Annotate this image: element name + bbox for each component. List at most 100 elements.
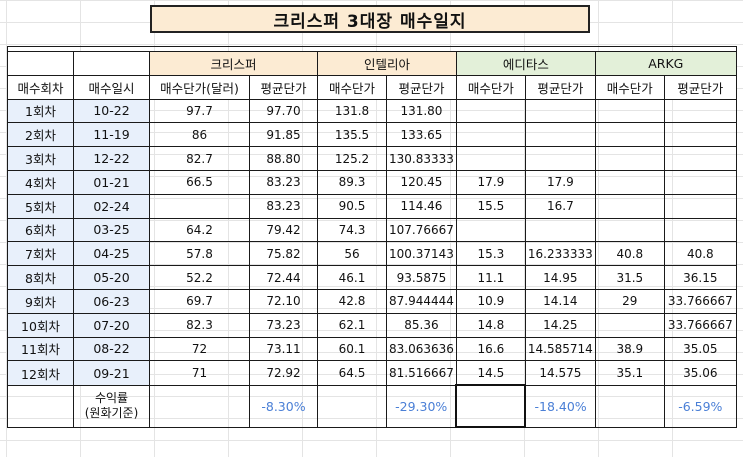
purchase-round-cell[interactable]: 4회차 <box>7 169 74 195</box>
price-cell[interactable]: 33.766667 <box>663 312 737 338</box>
price-cell[interactable]: 85.36 <box>386 312 457 338</box>
price-cell[interactable]: 100.37143 <box>386 241 457 267</box>
price-cell[interactable]: 125.2 <box>317 146 387 171</box>
price-cell[interactable]: 38.9 <box>594 336 665 362</box>
price-cell[interactable]: 14.8 <box>455 312 526 338</box>
price-cell[interactable]: 83.23 <box>249 193 318 219</box>
purchase-round-cell[interactable]: 1회차 <box>7 98 74 124</box>
purchase-date-cell[interactable]: 07-20 <box>73 312 150 338</box>
column-header[interactable]: 평균단가 <box>386 74 457 100</box>
price-cell[interactable]: 14.95 <box>524 265 596 290</box>
price-cell[interactable]: 71 <box>149 360 250 386</box>
price-cell[interactable] <box>455 98 526 124</box>
price-cell[interactable]: 93.5875 <box>386 265 457 290</box>
price-cell[interactable]: 35.1 <box>594 360 665 386</box>
price-cell[interactable] <box>663 217 737 243</box>
price-cell[interactable]: 74.3 <box>317 217 387 243</box>
price-cell[interactable]: 107.76667 <box>386 217 457 243</box>
price-cell[interactable]: 114.46 <box>386 193 457 219</box>
purchase-date-cell[interactable]: 01-21 <box>73 169 150 195</box>
price-cell[interactable] <box>594 146 665 171</box>
returns-cell-empty[interactable] <box>594 384 665 428</box>
price-cell[interactable]: 73.23 <box>249 312 318 338</box>
purchase-date-cell[interactable]: 06-23 <box>73 288 150 314</box>
price-cell[interactable]: 88.80 <box>249 146 318 171</box>
group-header-arkg[interactable]: ARKG <box>594 51 737 76</box>
price-cell[interactable] <box>594 122 665 148</box>
group-header-editas[interactable]: 에디타스 <box>455 51 596 76</box>
group-header-empty[interactable] <box>73 51 150 76</box>
price-cell[interactable] <box>524 122 596 148</box>
price-cell[interactable] <box>455 146 526 171</box>
price-cell[interactable] <box>663 122 737 148</box>
returns-cell-empty[interactable] <box>149 384 250 428</box>
price-cell[interactable]: 16.7 <box>524 193 596 219</box>
price-cell[interactable]: 14.14 <box>524 288 596 314</box>
price-cell[interactable]: 131.8 <box>317 98 387 124</box>
purchase-date-cell[interactable]: 04-25 <box>73 241 150 267</box>
price-cell[interactable]: 57.8 <box>149 241 250 267</box>
purchase-round-cell[interactable]: 11회차 <box>7 336 74 362</box>
price-cell[interactable]: 90.5 <box>317 193 387 219</box>
price-cell[interactable]: 40.8 <box>663 241 737 267</box>
purchase-date-cell[interactable]: 02-24 <box>73 193 150 219</box>
purchase-round-cell[interactable]: 6회차 <box>7 217 74 243</box>
price-cell[interactable]: 35.06 <box>663 360 737 386</box>
price-cell[interactable]: 31.5 <box>594 265 665 290</box>
price-cell[interactable]: 60.1 <box>317 336 387 362</box>
price-cell[interactable]: 72.92 <box>249 360 318 386</box>
return-intellia[interactable]: -29.30% <box>386 384 457 428</box>
column-header[interactable]: 평균단가 <box>663 74 737 100</box>
price-cell[interactable] <box>663 98 737 124</box>
price-cell[interactable]: 82.3 <box>149 312 250 338</box>
purchase-round-cell[interactable]: 3회차 <box>7 146 74 171</box>
purchase-date-cell[interactable]: 03-25 <box>73 217 150 243</box>
price-cell[interactable]: 91.85 <box>249 122 318 148</box>
purchase-round-cell[interactable]: 5회차 <box>7 193 74 219</box>
price-cell[interactable] <box>594 193 665 219</box>
price-cell[interactable]: 42.8 <box>317 288 387 314</box>
price-cell[interactable]: 135.5 <box>317 122 387 148</box>
price-cell[interactable] <box>594 312 665 338</box>
purchase-round-cell[interactable]: 9회차 <box>7 288 74 314</box>
price-cell[interactable]: 35.05 <box>663 336 737 362</box>
purchase-round-cell[interactable]: 8회차 <box>7 265 74 290</box>
price-cell[interactable]: 81.516667 <box>386 360 457 386</box>
group-header-intellia[interactable]: 인텔리아 <box>317 51 457 76</box>
price-cell[interactable]: 72.10 <box>249 288 318 314</box>
price-cell[interactable] <box>594 217 665 243</box>
purchase-date-cell[interactable]: 12-22 <box>73 146 150 171</box>
purchase-date-cell[interactable]: 09-21 <box>73 360 150 386</box>
price-cell[interactable]: 66.5 <box>149 169 250 195</box>
price-cell[interactable]: 69.7 <box>149 288 250 314</box>
returns-row-empty[interactable] <box>7 384 74 428</box>
price-cell[interactable]: 87.944444 <box>386 288 457 314</box>
price-cell[interactable]: 97.70 <box>249 98 318 124</box>
price-cell[interactable]: 130.83333 <box>386 146 457 171</box>
price-cell[interactable]: 36.15 <box>663 265 737 290</box>
price-cell[interactable]: 64.2 <box>149 217 250 243</box>
price-cell[interactable]: 97.7 <box>149 98 250 124</box>
price-cell[interactable]: 14.575 <box>524 360 596 386</box>
price-cell[interactable]: 14.5 <box>455 360 526 386</box>
price-cell[interactable] <box>663 193 737 219</box>
price-cell[interactable]: 82.7 <box>149 146 250 171</box>
price-cell[interactable]: 86 <box>149 122 250 148</box>
price-cell[interactable]: 73.11 <box>249 336 318 362</box>
price-cell[interactable]: 56 <box>317 241 387 267</box>
column-header[interactable]: 매수단가 <box>317 74 387 100</box>
price-cell[interactable] <box>455 122 526 148</box>
price-cell[interactable]: 10.9 <box>455 288 526 314</box>
column-header[interactable]: 매수회차 <box>7 74 74 100</box>
price-cell[interactable]: 14.585714 <box>524 336 596 362</box>
column-header[interactable]: 매수단가(달러) <box>149 74 250 100</box>
price-cell[interactable] <box>524 217 596 243</box>
group-header-empty[interactable] <box>7 51 74 76</box>
column-header[interactable]: 매수일시 <box>73 74 150 100</box>
price-cell[interactable] <box>594 98 665 124</box>
price-cell[interactable]: 29 <box>594 288 665 314</box>
column-header[interactable]: 평균단가 <box>524 74 596 100</box>
column-header[interactable]: 매수단가 <box>594 74 665 100</box>
selected-cell[interactable] <box>455 384 527 429</box>
purchase-date-cell[interactable]: 11-19 <box>73 122 150 148</box>
